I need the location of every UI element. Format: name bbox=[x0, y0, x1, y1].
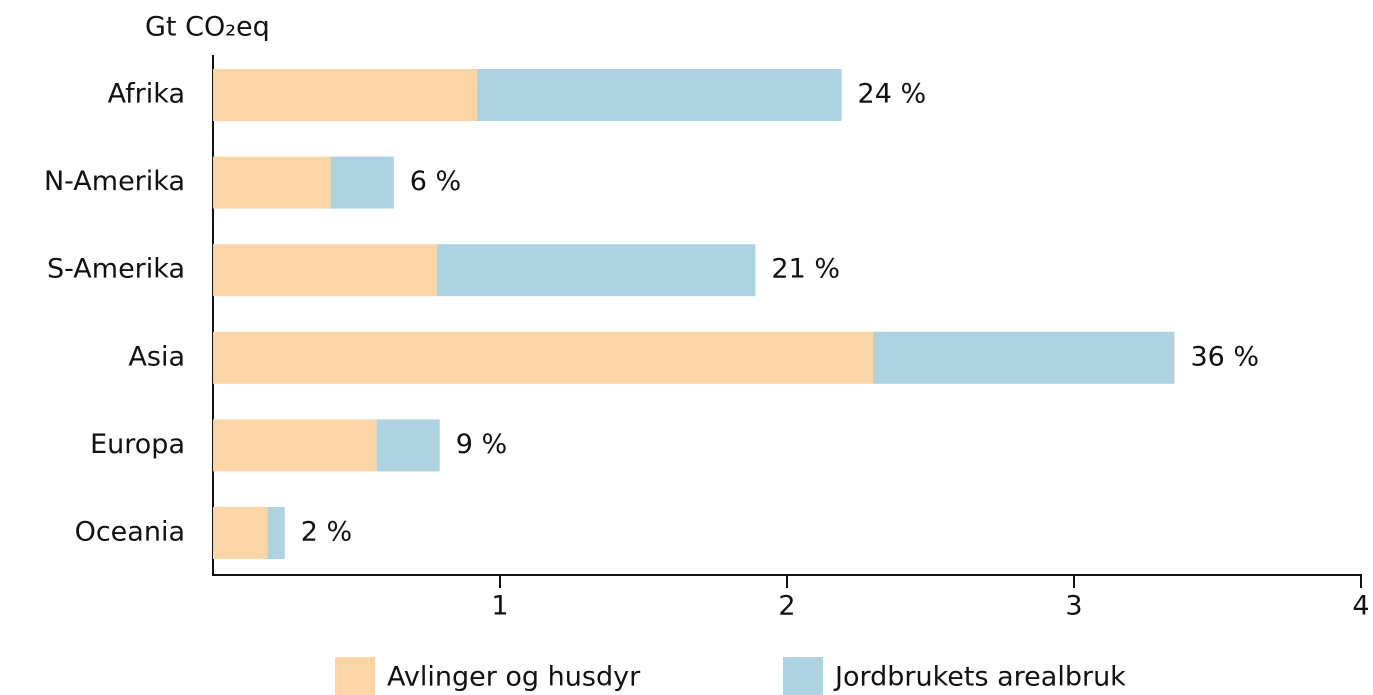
y-tick-label: N-Amerika bbox=[44, 166, 185, 197]
bar-annotation: 6 % bbox=[410, 166, 461, 197]
x-tick-label: 3 bbox=[1065, 591, 1082, 622]
bar-annotation: 9 % bbox=[456, 429, 507, 460]
y-axis-label: Gt CO₂eq bbox=[145, 12, 270, 43]
bar-annotation: 2 % bbox=[301, 517, 352, 548]
bar-segment bbox=[873, 331, 1175, 384]
y-tick-label: Europa bbox=[90, 429, 185, 460]
bar-segment bbox=[213, 69, 478, 121]
y-tick-label: Asia bbox=[128, 341, 185, 372]
bar-annotation: 36 % bbox=[1190, 341, 1259, 372]
bar-segment bbox=[267, 507, 285, 559]
x-tick-label: 2 bbox=[778, 591, 795, 622]
bar-annotation: 21 % bbox=[771, 254, 840, 285]
bar-segment bbox=[436, 244, 756, 297]
x-tick-label: 4 bbox=[1352, 591, 1369, 622]
legend-label: Avlinger og husdyr bbox=[387, 662, 641, 693]
x-tick-label: 1 bbox=[491, 591, 508, 622]
bar-segment bbox=[213, 244, 437, 297]
legend-swatch bbox=[783, 657, 823, 695]
bar-segment bbox=[330, 156, 394, 209]
bar-segment bbox=[213, 331, 874, 384]
y-tick-label: Oceania bbox=[75, 517, 185, 548]
legend-swatch bbox=[335, 657, 375, 695]
bar-segment bbox=[477, 69, 842, 121]
y-tick-label: Afrika bbox=[108, 79, 185, 110]
legend-label: Jordbrukets arealbruk bbox=[833, 662, 1126, 693]
bar-segment bbox=[213, 507, 268, 559]
y-tick-label: S-Amerika bbox=[47, 254, 185, 285]
bar-segment bbox=[213, 156, 331, 209]
bar-segment bbox=[376, 419, 440, 472]
bar-segment bbox=[213, 419, 377, 472]
bar-annotation: 24 % bbox=[858, 79, 927, 110]
